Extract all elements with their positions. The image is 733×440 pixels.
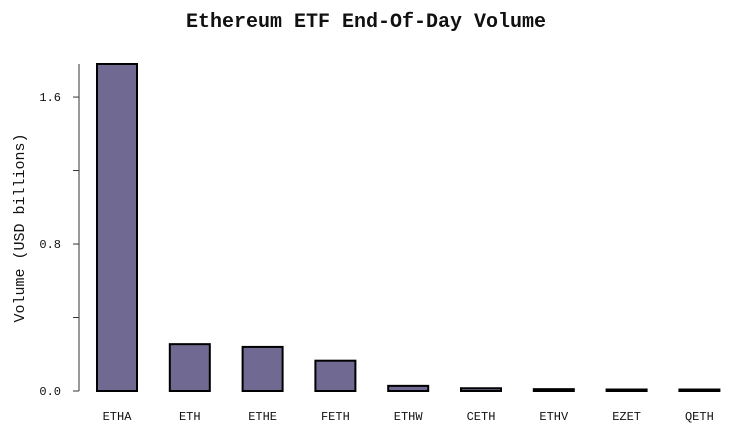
x-tick-label: CETH [467,410,496,424]
bar-ethw [387,384,430,392]
x-tick-label: ETHA [103,410,133,424]
x-axis-labels: ETHA ETH ETHE FETH ETHW CETH ETHV EZET QETH [103,410,714,424]
x-tick-label: ETHE [248,410,277,424]
x-tick-label: EZET [612,410,641,424]
x-tick-label: QETH [685,410,714,424]
bar-etha [96,63,138,392]
x-tick-label: ETHW [394,410,424,424]
y-tick-label: 0.8 [39,238,61,252]
y-axis-ticks: 0.0 0.8 1.6 [39,91,79,399]
y-axis-label: Volume (USD billions) [12,133,29,322]
x-tick-label: ETH [179,410,201,424]
y-tick-label: 1.6 [39,91,61,105]
x-tick-label: ETHV [539,410,569,424]
bar-qeth [678,388,721,392]
bar-eth [168,343,211,392]
bars-group [96,63,721,393]
chart-title: Ethereum ETF End-Of-Day Volume [186,11,546,34]
bar-ezet [605,388,648,392]
bar-feth [314,359,357,392]
y-tick-label: 0.0 [39,385,61,399]
bar-ceth [460,387,502,393]
bar-ethv [532,388,575,393]
bar-ethe [241,345,284,393]
x-tick-label: FETH [321,410,350,424]
